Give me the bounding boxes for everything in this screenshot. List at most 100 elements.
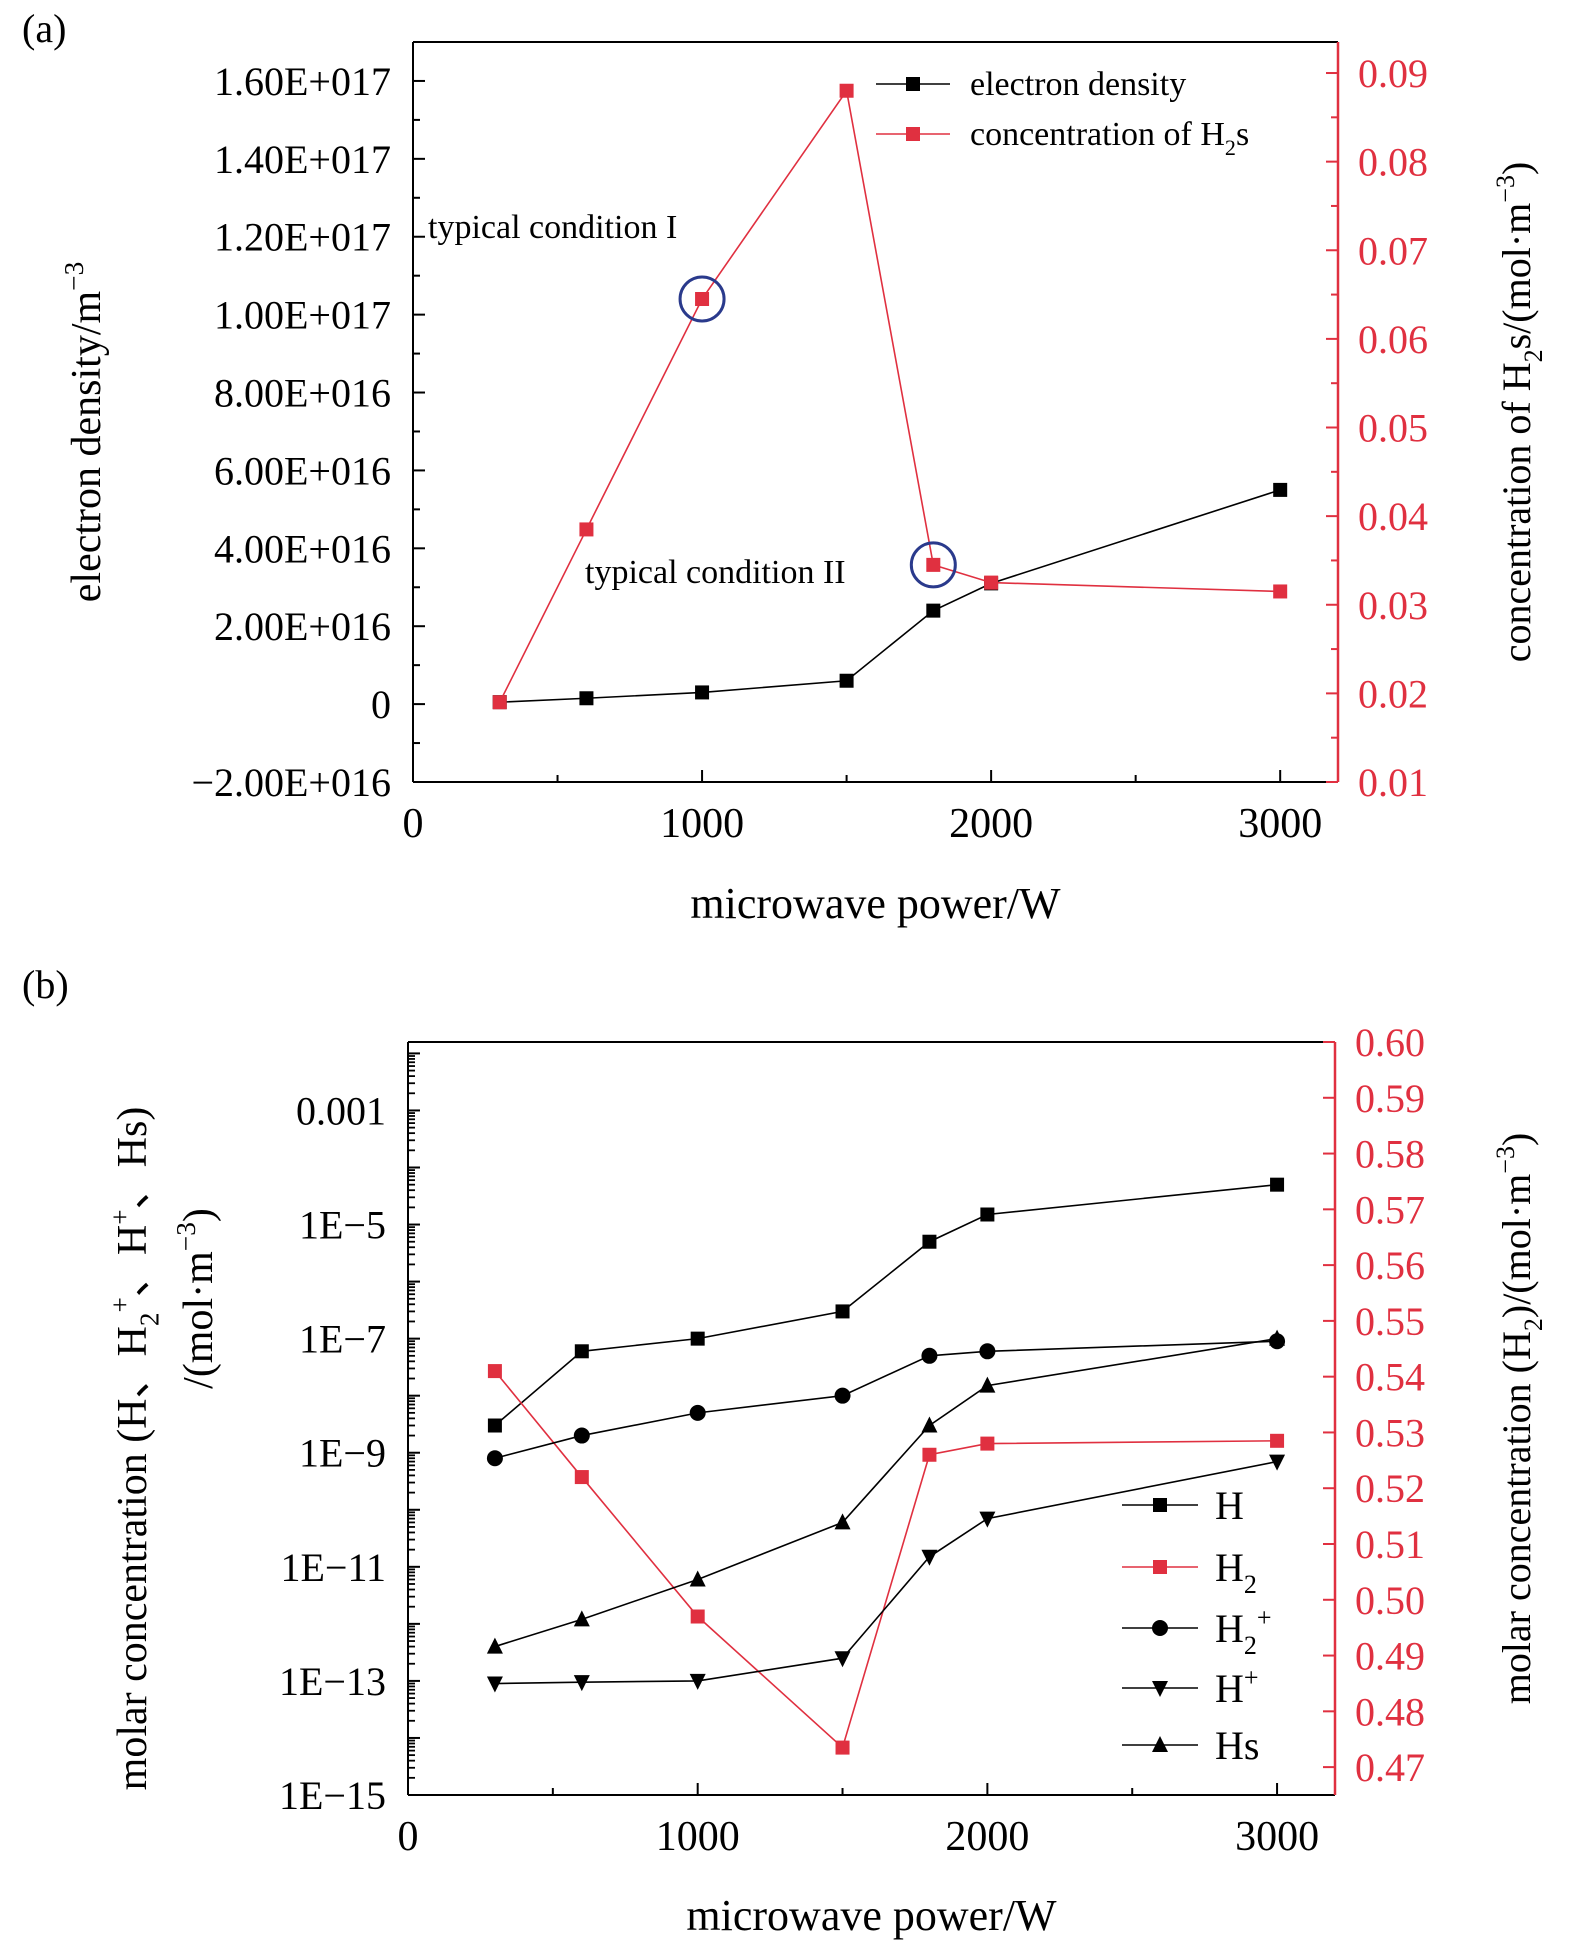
data-point-b [979, 1343, 996, 1360]
data-point-b [689, 1673, 706, 1690]
x-tick-label-a: 0 [403, 801, 424, 847]
y-left-label-b-line1-part: molar concentration (H、H [110, 1326, 156, 1790]
data-point-b [1270, 1433, 1285, 1448]
y-left-tick-label-a: 1.20E+017 [214, 215, 391, 260]
y-left-tick-label-a: 1.00E+017 [214, 293, 391, 338]
y-left-tick-label-b: 1E−13 [279, 1659, 386, 1704]
data-point-b [486, 1676, 503, 1693]
series-b-1 [487, 1364, 1285, 1755]
y-right-tick-label-b: 0.55 [1355, 1299, 1425, 1344]
annotation-label-a: typical condition I [428, 209, 677, 246]
y-left-tick-label-b: 1E−7 [299, 1317, 386, 1362]
y-left-tick-label-a: −2.00E+016 [191, 760, 391, 805]
series-a-1 [492, 83, 1288, 710]
data-point-b [573, 1610, 590, 1627]
y-right-tick-label-a: 0.07 [1358, 228, 1428, 273]
data-point-b [690, 1609, 705, 1624]
series-line-b [494, 1183, 1278, 1427]
x-tick-label-a: 2000 [949, 801, 1033, 847]
panel-label-b: (b) [22, 962, 69, 1007]
data-point-a [695, 685, 710, 700]
legend-marker-b [1152, 1620, 1168, 1636]
x-tick-label-a: 1000 [660, 801, 744, 847]
legend-label-b: H2+ [1215, 1603, 1272, 1660]
y-right-tick-label-b: 0.59 [1355, 1076, 1425, 1121]
legend-marker-b [1153, 1560, 1167, 1574]
x-tick-label-b: 1000 [656, 1814, 740, 1860]
data-point-b [979, 1376, 996, 1393]
data-point-b [980, 1436, 995, 1451]
data-point-b [486, 1450, 503, 1467]
y-right-tick-label-b: 0.47 [1355, 1745, 1425, 1790]
data-point-b [922, 1234, 937, 1249]
data-point-b [690, 1331, 705, 1346]
data-point-a [926, 557, 941, 572]
legend-marker-b [1153, 1498, 1167, 1512]
series-b-4 [486, 1329, 1286, 1654]
series-line-a [499, 88, 1281, 703]
y-right-label-a-part: 2 [1519, 349, 1548, 362]
y-left-tick-label-b: 0.001 [296, 1088, 386, 1133]
y-right-tick-label-a: 0.06 [1358, 317, 1428, 362]
data-point-b [574, 1344, 589, 1359]
data-point-b [834, 1513, 851, 1530]
data-point-b [574, 1470, 589, 1485]
data-point-b [486, 1637, 503, 1654]
data-point-b [835, 1304, 850, 1319]
legend-label-b-part: + [1257, 1603, 1272, 1632]
y-left-tick-label-a: 0 [371, 682, 391, 727]
y-left-label-b-line1-part: 、H [110, 1225, 156, 1297]
y-right-tick-label-a: 0.09 [1358, 51, 1428, 96]
y-left-label-b-line2-part: ) [176, 1208, 222, 1222]
data-point-b [921, 1347, 938, 1364]
y-right-label-b-part: molar concentration (H [1494, 1331, 1539, 1704]
data-point-a [839, 83, 854, 98]
data-point-a [926, 603, 941, 618]
y-right-tick-label-a: 0.08 [1358, 140, 1428, 185]
annotation-circle-a [909, 541, 957, 589]
x-axis-label-b: microwave power/W [686, 1891, 1057, 1940]
y-left-tick-label-a: 1.40E+017 [214, 137, 391, 182]
data-point-b [1270, 1177, 1285, 1192]
y-right-tick-label-b: 0.50 [1355, 1578, 1425, 1623]
y-right-tick-label-b: 0.58 [1355, 1132, 1425, 1177]
chart-a: (a) 0 1000 2000 3000 microwave power/W −2.00E+… [22, 6, 1548, 928]
legend-label-b-part: H [1215, 1606, 1244, 1651]
data-point-a [1273, 584, 1288, 599]
y-right-tick-label-b: 0.48 [1355, 1689, 1425, 1734]
y-right-tick-label-a: 0.01 [1358, 760, 1428, 805]
series-b-0 [487, 1177, 1285, 1433]
y-right-tick-label-b: 0.52 [1355, 1466, 1425, 1511]
data-point-b [980, 1207, 995, 1222]
legend-label-a-part: concentration of H [970, 116, 1225, 153]
annotation-circle-a [678, 275, 726, 323]
legend-label-a-part: 2 [1225, 135, 1236, 160]
y-left-label-b-line1-part: + [105, 1209, 135, 1224]
data-point-b [487, 1364, 502, 1379]
series-line-a [499, 489, 1281, 703]
y-right-tick-label-b: 0.56 [1355, 1243, 1425, 1288]
series-a-0 [492, 482, 1288, 710]
y-left-tick-label-b: 1E−11 [280, 1545, 386, 1590]
data-point-a [492, 695, 507, 710]
legend-label-b: H [1215, 1483, 1244, 1528]
data-point-b [921, 1549, 938, 1566]
x-tick-label-a: 3000 [1238, 801, 1322, 847]
y-left-tick-label-b: 1E−15 [279, 1773, 386, 1818]
data-point-a [1273, 482, 1288, 497]
legend-label-a: concentration of H2s [970, 116, 1249, 160]
data-point-b [835, 1740, 850, 1755]
data-point-b [689, 1404, 706, 1421]
x-axis-label-a: microwave power/W [690, 879, 1061, 928]
y-right-tick-label-a: 0.05 [1358, 406, 1428, 451]
data-point-b [834, 1651, 851, 1668]
y-left-label-a-part: −3 [59, 262, 89, 291]
y-left-tick-label-b: 1E−5 [299, 1203, 386, 1248]
legend-marker-a [906, 127, 920, 141]
legend-label-b-part: + [1244, 1663, 1259, 1692]
y-right-tick-label-a: 0.04 [1358, 494, 1428, 539]
y-right-label-a-part: concentration of H [1494, 362, 1539, 662]
data-point-a [579, 522, 594, 537]
data-point-a [984, 575, 999, 590]
y-left-tick-label-b: 1E−9 [299, 1431, 386, 1476]
